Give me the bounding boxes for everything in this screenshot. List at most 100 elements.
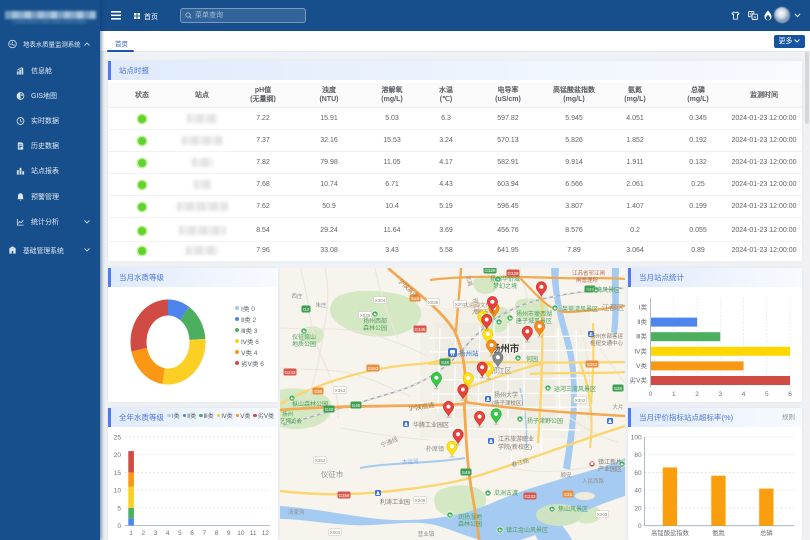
svg-text:X001: X001 [330,530,341,535]
svg-text:20: 20 [114,452,122,459]
svg-text:茱萸湾风景区: 茱萸湾风景区 [584,286,620,294]
svg-text:人民西路: 人民西路 [582,477,605,485]
svg-text:7: 7 [202,530,206,537]
svg-text:枢纽交通中心: 枢纽交通中心 [590,339,624,347]
svg-text:X036: X036 [360,313,371,318]
svg-text:S28: S28 [441,360,450,365]
svg-text:S28: S28 [614,386,623,391]
svg-text:60: 60 [634,470,642,477]
svg-text:森林公园: 森林公园 [458,520,482,528]
svg-text:营业镇: 营业镇 [418,530,435,538]
svg-text:10: 10 [114,488,122,495]
svg-text:高锰酸盐指数: 高锰酸盐指数 [651,528,689,537]
svg-text:顺安: 顺安 [560,471,572,479]
svg-text:5: 5 [765,391,769,398]
svg-text:5: 5 [178,530,182,537]
svg-text:1: 1 [129,530,133,537]
svg-text:X352: X352 [315,458,326,463]
svg-text:12: 12 [262,530,270,537]
svg-text:Ⅰ类: Ⅰ类 [639,303,648,312]
svg-text:X302: X302 [575,398,586,403]
svg-text:S36: S36 [314,389,323,394]
svg-text:朴席镇: 朴席镇 [426,445,444,453]
svg-text:A: A [753,15,756,20]
svg-text:利涛工业园: 利涛工业园 [380,498,410,506]
svg-text:X353: X353 [335,388,346,393]
svg-text:闸管理所: 闸管理所 [576,276,599,284]
svg-text:6: 6 [190,530,194,537]
svg-text:艺博览会: 艺博览会 [280,417,303,425]
svg-text:0: 0 [649,391,653,398]
svg-text:邗江路: 邗江路 [471,297,482,315]
svg-text:G2: G2 [303,307,310,312]
svg-text:扬州西部: 扬州西部 [363,317,387,325]
svg-text:镇江金山风景区: 镇江金山风景区 [506,526,548,534]
svg-text:Ⅳ类: Ⅳ类 [635,346,648,355]
svg-text:3: 3 [718,391,722,398]
svg-text:森林公园: 森林公园 [363,324,387,332]
svg-text:25: 25 [114,435,122,442]
svg-text:9: 9 [227,530,231,537]
svg-text:氨氮: 氨氮 [712,528,725,537]
svg-text:G233: G233 [524,494,536,499]
svg-text:扬子津野公园: 扬子津野公园 [527,417,563,425]
svg-text:江都区: 江都区 [602,303,625,312]
svg-text:6: 6 [788,391,792,398]
svg-text:扬州市瘦西湖: 扬州市瘦西湖 [516,310,552,318]
svg-text:1: 1 [672,391,676,398]
svg-text:大片: 大片 [612,403,623,411]
svg-text:S49: S49 [462,470,471,475]
svg-text:11: 11 [250,530,257,537]
svg-text:S35: S35 [564,492,573,497]
svg-text:润扬湿地: 润扬湿地 [458,513,482,521]
svg-text:邗江区: 邗江区 [491,367,512,375]
svg-text:Ⅱ类: Ⅱ类 [637,317,647,326]
svg-text:仪征市: 仪征市 [321,469,344,479]
svg-text:茱萸湾风景区: 茱萸湾风景区 [562,305,598,313]
svg-text:100: 100 [631,435,642,442]
svg-text:X205: X205 [415,498,426,503]
svg-text:S352: S352 [587,362,598,367]
svg-text:学院(新校区): 学院(新校区) [498,443,532,451]
svg-text:(扬子津校区): (扬子津校区) [492,399,523,407]
svg-text:X036: X036 [428,300,439,305]
svg-text:G328: G328 [507,271,519,276]
svg-text:枞山森林公园: 枞山森林公园 [292,400,328,408]
svg-text:扬州: 扬州 [282,410,293,418]
svg-text:地质公园: 地质公园 [292,340,316,348]
svg-text:华腾工业园区: 华腾工业园区 [413,421,449,429]
svg-text:G40: G40 [352,403,361,408]
svg-text:Ⅴ类: Ⅴ类 [636,361,647,370]
svg-text:15: 15 [114,470,122,477]
svg-text:Ⅲ类: Ⅲ类 [636,332,647,341]
svg-text:朱庄: 朱庄 [315,301,327,309]
svg-text:8: 8 [215,530,219,537]
svg-text:焦山风景区: 焦山风景区 [558,505,588,513]
svg-text:扬州东部客运: 扬州东部客运 [590,332,624,340]
svg-text:镇江新片: 镇江新片 [598,458,622,466]
svg-text:汤家沟: 汤家沟 [288,508,305,516]
svg-text:G40: G40 [325,407,334,412]
svg-text:G356: G356 [338,493,350,498]
svg-text:G328: G328 [484,268,496,273]
svg-text:4: 4 [742,391,746,398]
svg-text:北路: 北路 [464,274,475,287]
svg-text:0: 0 [117,523,121,530]
svg-text:瓜洲古渡: 瓜洲古渡 [494,489,518,497]
svg-text:2: 2 [695,391,699,398]
svg-text:40: 40 [634,488,642,495]
svg-text:10: 10 [237,530,245,537]
svg-text:梦幻之境: 梦幻之境 [493,282,517,290]
svg-text:G345: G345 [414,327,426,332]
svg-text:西庄: 西庄 [291,292,303,300]
svg-text:0: 0 [638,523,642,530]
svg-text:3: 3 [154,530,158,537]
svg-text:总磷: 总磷 [760,528,773,537]
svg-text:80: 80 [634,452,642,459]
svg-text:文: 文 [749,11,754,18]
svg-text:扬州华侨城: 扬州华侨城 [490,275,520,283]
svg-text:5: 5 [117,505,121,512]
svg-text:古运河: 古运河 [402,457,420,466]
svg-text:运河三湾风景区: 运河三湾风景区 [554,385,596,393]
svg-text:G233: G233 [284,370,296,375]
